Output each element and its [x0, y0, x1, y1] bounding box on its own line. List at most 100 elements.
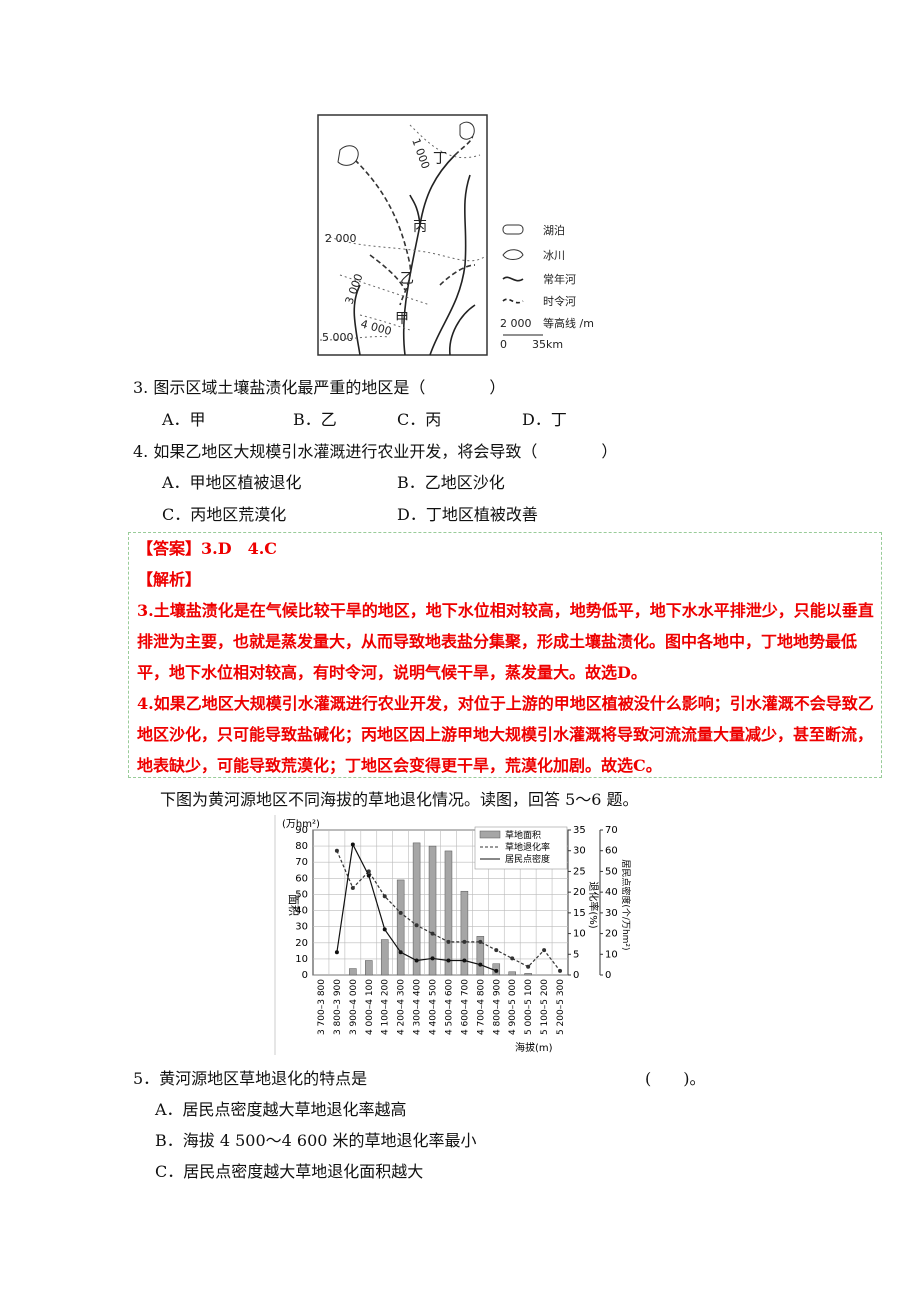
contour-label: 1 000 — [409, 137, 432, 171]
y-axis-title: 面积 — [287, 894, 300, 916]
answer-text: 3.D 4.C — [201, 539, 278, 558]
y-tick-label: 70 — [295, 857, 308, 868]
option: A．甲地区植被退化 — [162, 473, 302, 492]
x-tick-label: 4 300–4 400 — [413, 979, 423, 1035]
bar — [365, 960, 373, 976]
x-tick-label: 3 800–3 900 — [333, 979, 343, 1035]
x-tick-label: 5 200–5 300 — [556, 979, 566, 1035]
x-tick-label: 4 400–4 500 — [429, 979, 439, 1035]
legend-label: 草地面积 — [505, 829, 541, 841]
place-label: 丙 — [413, 219, 427, 235]
x-tick-label: 4 200–4 300 — [397, 979, 407, 1035]
y2-tick-label: 30 — [573, 846, 586, 857]
y2-tick-label: 15 — [573, 908, 586, 919]
x-tick-label: 5 000–5 100 — [524, 979, 534, 1035]
x-tick-label: 5 100–5 200 — [540, 979, 550, 1035]
bar — [476, 936, 485, 976]
question-stem: 4. 如果乙地区大规模引水灌溉进行农业开发，将会导致（ ） — [133, 442, 618, 461]
answer-label: 【答案】 — [137, 539, 202, 558]
option: C．丙地区荒漠化 — [162, 505, 287, 524]
answer-box: 【答案】3.D 4.C 【解析】 3.土壤盐渍化是在气候比较干旱的地区，地下水位… — [128, 532, 882, 778]
bar — [524, 973, 532, 976]
contour-label: 2 000 — [325, 232, 357, 245]
option: A．居民点密度越大草地退化率越高 — [155, 1100, 407, 1119]
scale-label: 35km — [532, 338, 563, 351]
legend-label: 草地退化率 — [505, 841, 550, 853]
bar — [349, 968, 357, 976]
line — [336, 850, 561, 972]
y-tick-label: 20 — [295, 938, 308, 949]
x-tick-label: 4 700–4 800 — [476, 979, 486, 1035]
answer-line: 【答案】3.D 4.C — [129, 533, 881, 564]
x-tick-label: 3 900–4 000 — [349, 979, 359, 1035]
legend-seasonal — [502, 298, 524, 304]
legend-label: 等高线 /m — [543, 316, 594, 330]
option: A．甲 — [162, 410, 206, 429]
y2-tick-label: 35 — [573, 825, 586, 836]
y2-tick-label: 5 — [573, 949, 579, 960]
legend-label: 居民点密度 — [505, 853, 550, 865]
y2-axis-title: 退化率(%) — [587, 881, 600, 928]
legend-label: 时令河 — [543, 294, 576, 308]
legend-label: 冰川 — [543, 249, 565, 262]
x-tick-label: 4 900–5 000 — [508, 979, 518, 1035]
y-tick-label: 40 — [295, 906, 308, 917]
bar — [508, 971, 516, 976]
question-stem: 5．黄河源地区草地退化的特点是 — [133, 1069, 368, 1088]
option: C．丙 — [397, 410, 442, 429]
y-tick-label: 80 — [295, 841, 308, 852]
rivers — [353, 154, 476, 356]
y3-tick-label: 30 — [605, 908, 618, 919]
y-tick-label: 60 — [295, 873, 308, 884]
bar — [396, 879, 405, 976]
option: D．丁 — [522, 410, 567, 429]
y-tick-label: 90 — [295, 825, 308, 836]
y3-tick-label: 70 — [605, 825, 618, 836]
point — [462, 939, 467, 944]
y3-axis-title: 居民点密度(个/万hm²) — [620, 859, 632, 950]
bar — [380, 939, 389, 976]
contour-label: 5 000 — [322, 331, 354, 344]
bar — [444, 850, 453, 976]
y-tick-label: 50 — [295, 889, 308, 900]
y2-tick-label: 0 — [573, 970, 579, 981]
x-axis-title: 海拔(m) — [515, 1041, 553, 1054]
intro: 下图为黄河源地区不同海拔的草地退化情况。读图，回答 5～6 题。 — [160, 790, 639, 809]
y3-tick-label: 40 — [605, 887, 618, 898]
legend-swatch — [479, 830, 501, 839]
answer-blank: ( )。 — [645, 1069, 706, 1088]
map-frame — [317, 114, 488, 356]
option: B．乙地区沙化 — [397, 473, 505, 492]
point — [334, 950, 339, 955]
y-tick-label: 0 — [302, 970, 308, 981]
bar — [412, 842, 421, 976]
legend-lake — [502, 224, 524, 235]
legend-contour-sample: 2 000 — [500, 317, 532, 330]
y-unit: (万hm²) — [282, 819, 320, 830]
legend-label: 常年河 — [543, 272, 576, 286]
x-tick-label: 4 800–4 900 — [492, 979, 502, 1035]
map: 1 000 2 000 3 000 4 000 5 000 甲 乙 丙 丁 湖泊… — [317, 114, 594, 356]
chart: 0 10 20 30 40 50 60 70 80 90 0 5 10 15 20 25 30 35 0 10 20 30… — [274, 815, 632, 1055]
glacier — [459, 121, 475, 140]
option: B．海拔 4 500～4 600 米的草地退化率最小 — [155, 1131, 477, 1150]
y2-tick-label: 25 — [573, 866, 586, 877]
y3-tick-label: 0 — [605, 970, 611, 981]
scale-label: 0 — [500, 338, 507, 351]
analysis-paragraph: 3.土壤盐渍化是在气候比较干旱的地区，地下水位相对较高，地势低平，地下水水平排泄… — [137, 601, 874, 682]
y3-tick-label: 60 — [605, 846, 618, 857]
x-tick-label: 4 600–4 700 — [460, 979, 470, 1035]
y3-tick-label: 50 — [605, 866, 618, 877]
x-tick-label: 4 000–4 100 — [365, 979, 375, 1035]
option: D．丁地区植被改善 — [397, 505, 538, 524]
legend-river — [502, 276, 524, 282]
y-tick-label: 30 — [295, 922, 308, 933]
y2-tick-label: 10 — [573, 929, 586, 940]
contours — [319, 124, 488, 341]
option: C．居民点密度越大草地退化面积越大 — [155, 1162, 424, 1181]
y-tick-label: 10 — [295, 954, 308, 965]
analysis-paragraph: 4.如果乙地区大规模引水灌溉进行农业开发，对位于上游的甲地区植被没什么影响；引水… — [137, 694, 874, 775]
place-label: 甲 — [395, 311, 409, 327]
contour-label: 4 000 — [359, 317, 393, 338]
